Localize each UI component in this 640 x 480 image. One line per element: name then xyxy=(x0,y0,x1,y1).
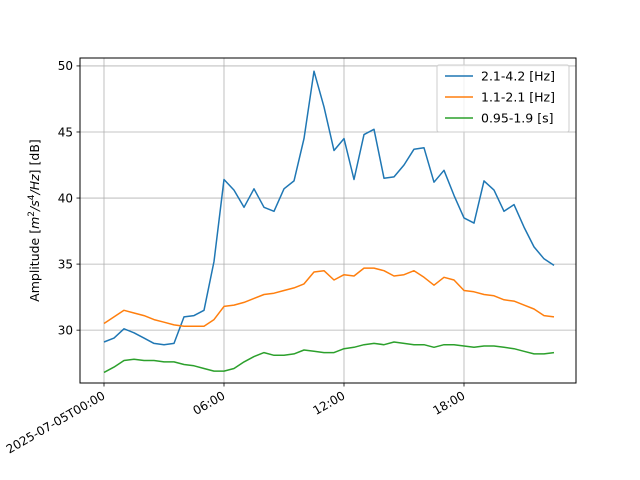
y-tick-label: 40 xyxy=(58,191,73,205)
legend-label-series-0: 2.1-4.2 [Hz] xyxy=(481,69,555,84)
y-tick-label: 30 xyxy=(58,323,73,337)
legend-label-series-2: 0.95-1.9 [s] xyxy=(481,111,553,126)
x-axis-ticks: 2025-07-05T00:00 06:00 12:00 18:00 xyxy=(4,383,468,456)
legend-label-series-1: 1.1-2.1 [Hz] xyxy=(481,90,555,105)
x-tick-label: 18:00 xyxy=(431,388,468,417)
series-line-1 xyxy=(103,267,555,327)
series-lines xyxy=(103,70,555,374)
y-axis-label: Amplitude [m2/s4/Hz] [dB] xyxy=(27,139,42,302)
x-tick-label: 12:00 xyxy=(311,388,348,417)
x-tick-label: 2025-07-05T00:00 xyxy=(4,388,108,456)
y-tick-label: 35 xyxy=(58,257,73,271)
y-axis-ticks: 30 35 40 45 50 xyxy=(58,59,80,337)
series-line-0 xyxy=(103,70,555,346)
legend-box xyxy=(436,64,570,133)
plot-frame xyxy=(79,57,577,384)
grid-lines xyxy=(80,58,576,383)
series-line-2 xyxy=(103,341,555,374)
x-tick-label: 06:00 xyxy=(191,388,228,417)
y-tick-label: 45 xyxy=(58,125,73,139)
legend: 2.1-4.2 [Hz] 1.1-2.1 [Hz] 0.95-1.9 [s] xyxy=(436,64,570,133)
y-tick-label: 50 xyxy=(58,59,73,73)
